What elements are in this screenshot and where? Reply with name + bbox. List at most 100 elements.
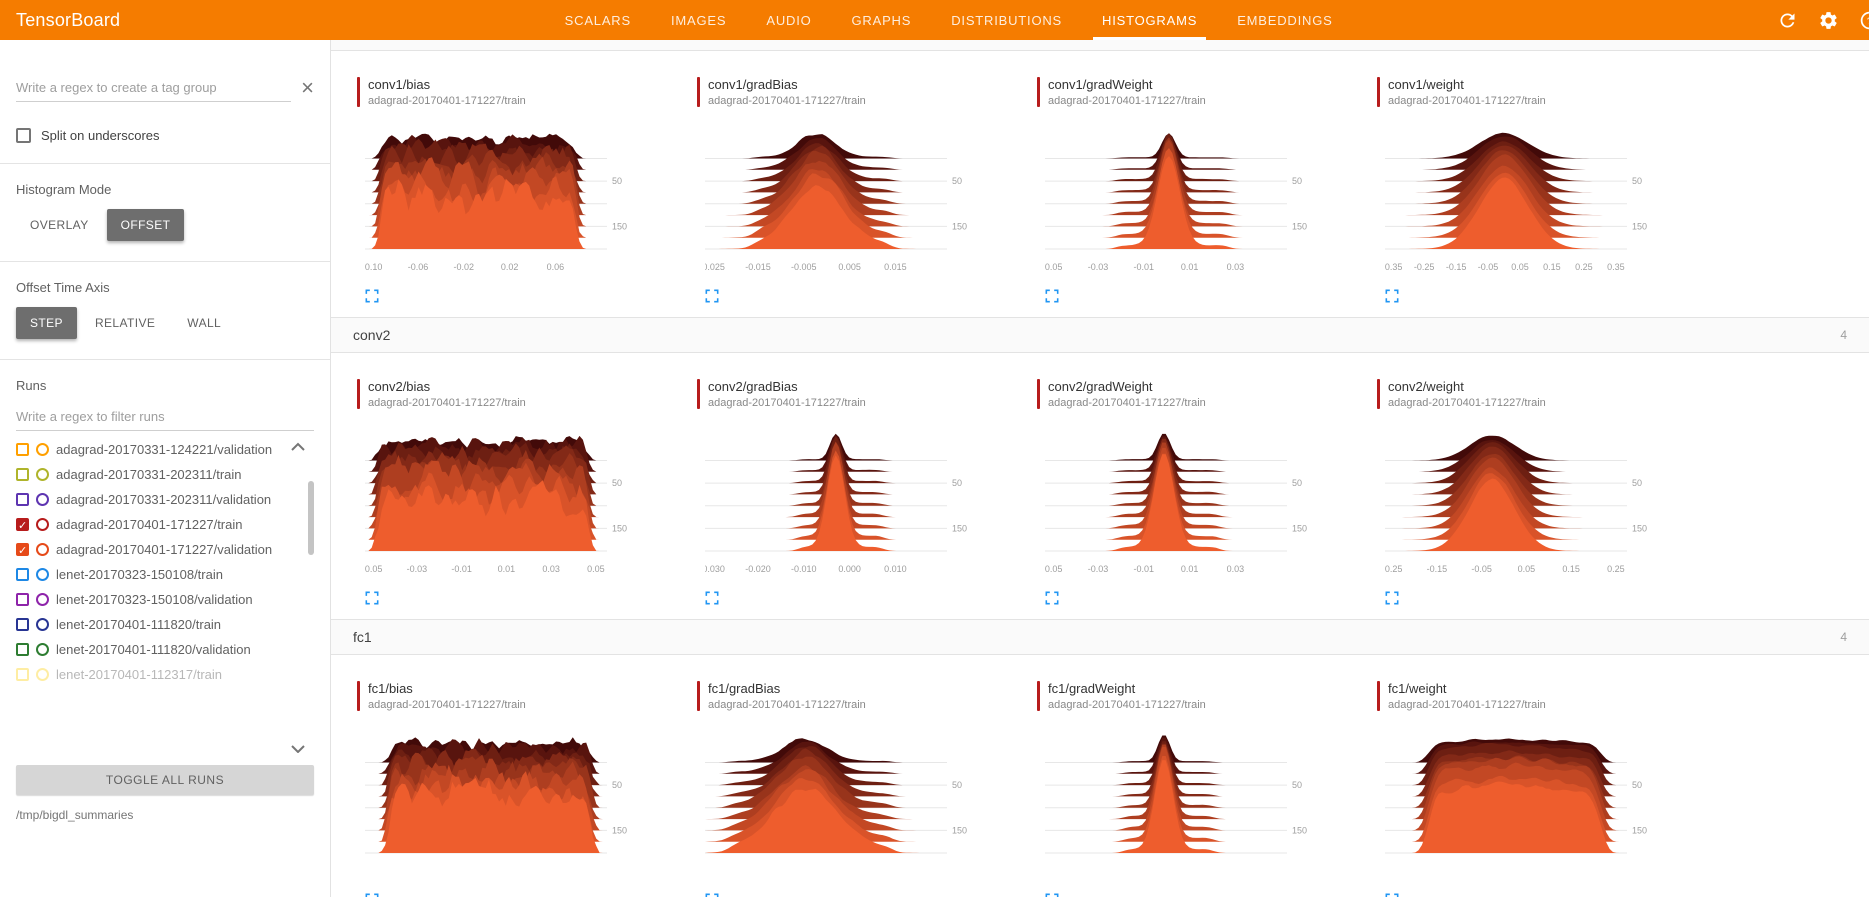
tab-images[interactable]: IMAGES <box>670 12 727 28</box>
svg-text:50: 50 <box>952 780 962 790</box>
expand-icon[interactable] <box>365 591 379 605</box>
run-label: adagrad-20170331-124221/validation <box>56 442 273 457</box>
offset-time-axis-label: Offset Time Axis <box>16 280 110 295</box>
offset-time-axis-relative[interactable]: RELATIVE <box>81 307 169 339</box>
section-header-fc1[interactable]: fc1 4 <box>331 619 1869 655</box>
chart-x-ticks: -0.030 -0.020 -0.010 0.000 0.010 <box>705 564 907 574</box>
histogram-mode-offset[interactable]: OFFSET <box>106 209 185 241</box>
run-checkbox-icon[interactable] <box>16 493 29 506</box>
run-item[interactable]: ✓ adagrad-20170401-171227/validation <box>16 537 278 562</box>
run-item[interactable]: lenet-20170401-111820/train <box>16 612 278 637</box>
offset-time-axis-wall[interactable]: WALL <box>173 307 235 339</box>
tab-histograms[interactable]: HISTOGRAMS <box>1093 0 1207 40</box>
card-row: conv1/bias adagrad-20170401-171227/train 5… <box>331 51 1869 317</box>
close-icon[interactable]: × <box>301 75 314 100</box>
runs-scrollbar[interactable] <box>308 481 314 555</box>
expand-icon[interactable] <box>1385 591 1399 605</box>
svg-text:50: 50 <box>952 478 962 488</box>
section-header-conv2[interactable]: conv2 4 <box>331 317 1869 353</box>
card-title: conv2/gradWeight <box>1048 379 1153 394</box>
offset-time-axis-step[interactable]: STEP <box>16 307 77 339</box>
header: TensorBoard SCALARS IMAGES AUDIO GRAPHS DIST… <box>0 0 1869 40</box>
split-underscores-checkbox[interactable]: Split on underscores <box>16 128 314 143</box>
run-item[interactable]: lenet-20170401-111820/validation <box>16 637 278 662</box>
histogram-card: conv1/gradWeight adagrad-20170401-171227/… <box>1037 77 1377 303</box>
svg-text:150: 150 <box>1632 221 1647 231</box>
run-checkbox-icon[interactable] <box>16 618 29 631</box>
divider <box>0 163 330 164</box>
run-label: adagrad-20170331-202311/train <box>56 467 242 482</box>
histogram-chart: 50 150 -0.25 -0.15 -0.05 0.05 0.15 0.25 <box>1385 435 1647 574</box>
histogram-chart: 50 150 -0.35 -0.25 -0.15 -0.05 0.05 0.15 0.25 0.3… <box>1385 132 1647 272</box>
run-item[interactable]: adagrad-20170331-202311/validation <box>16 487 278 512</box>
expand-icon[interactable] <box>365 289 379 303</box>
expand-icon[interactable] <box>365 893 379 897</box>
histogram-chart: 50 150 -0.10 -0.06 -0.02 0.02 0.06 <box>365 133 627 272</box>
runs-list: adagrad-20170331-124221/validation adagra… <box>16 437 314 753</box>
scroll-down-icon[interactable] <box>290 741 306 753</box>
svg-text:150: 150 <box>952 825 967 835</box>
run-item[interactable]: adagrad-20170331-124221/validation <box>16 437 278 462</box>
run-checkbox-icon[interactable]: ✓ <box>16 518 29 532</box>
tab-distributions[interactable]: DISTRIBUTIONS <box>951 12 1063 28</box>
card-title: conv2/bias <box>368 379 431 394</box>
refresh-icon[interactable] <box>1777 10 1798 31</box>
expand-icon[interactable] <box>1045 289 1059 303</box>
run-color-circle-icon <box>36 518 49 531</box>
card-title-row: conv2/weight adagrad-20170401-171227/trai… <box>1377 379 1717 409</box>
svg-text:-0.01: -0.01 <box>1134 262 1155 272</box>
card-row: fc1/bias adagrad-20170401-171227/train 50 1… <box>331 655 1869 897</box>
chart-y-ticks: 50 150 <box>1632 176 1647 231</box>
tab-embeddings[interactable]: EMBEDDINGS <box>1237 12 1333 28</box>
svg-text:0.03: 0.03 <box>542 564 560 574</box>
run-item[interactable]: lenet-20170401-112317/train <box>16 662 278 687</box>
run-checkbox-icon[interactable]: ✓ <box>16 543 29 557</box>
chart-y-ticks: 50 150 <box>1292 780 1307 835</box>
ridge-layers <box>705 433 943 551</box>
offset-time-axis-buttons: STEP RELATIVE WALL <box>16 307 314 339</box>
svg-text:-0.35: -0.35 <box>1385 262 1402 272</box>
tab-audio[interactable]: AUDIO <box>766 12 812 28</box>
run-color-bar <box>357 379 360 409</box>
run-label: lenet-20170401-111820/validation <box>56 642 251 657</box>
scroll-up-icon[interactable] <box>290 439 306 451</box>
gear-icon[interactable] <box>1818 10 1839 31</box>
run-item[interactable]: ✓ adagrad-20170401-171227/train <box>16 512 278 537</box>
tab-graphs[interactable]: GRAPHS <box>851 12 912 28</box>
expand-icon[interactable] <box>1385 289 1399 303</box>
run-checkbox-icon[interactable] <box>16 468 29 481</box>
run-checkbox-icon[interactable] <box>16 568 29 581</box>
svg-text:-0.03: -0.03 <box>1088 262 1109 272</box>
expand-icon[interactable] <box>1385 893 1399 897</box>
run-checkbox-icon[interactable] <box>16 643 29 656</box>
card-title-row: fc1/gradWeight adagrad-20170401-171227/tr… <box>1037 681 1377 711</box>
card-title-row: fc1/gradBias adagrad-20170401-171227/trai… <box>697 681 1037 711</box>
run-checkbox-icon[interactable] <box>16 443 29 456</box>
tab-scalars[interactable]: SCALARS <box>564 12 631 28</box>
run-item[interactable]: lenet-20170323-150108/train <box>16 562 278 587</box>
toggle-all-runs-button[interactable]: TOGGLE ALL RUNS <box>16 765 314 795</box>
runs-filter-input[interactable] <box>16 403 314 431</box>
expand-icon[interactable] <box>1045 591 1059 605</box>
run-item[interactable]: lenet-20170323-150108/validation <box>16 587 278 612</box>
checkbox-icon <box>16 128 31 143</box>
histogram-chart: 50 150 -0.05 -0.03 -0.01 0.01 0.03 <box>1045 133 1307 272</box>
chart-y-ticks: 50 150 <box>612 478 627 533</box>
expand-icon[interactable] <box>1045 893 1059 897</box>
help-icon[interactable]: ? <box>1859 10 1869 31</box>
run-item[interactable]: adagrad-20170331-202311/train <box>16 462 278 487</box>
tag-regex-input[interactable] <box>16 74 292 102</box>
run-color-bar <box>697 379 700 409</box>
run-color-circle-icon <box>36 668 49 681</box>
svg-text:0.02: 0.02 <box>501 262 519 272</box>
histogram-mode-overlay[interactable]: OVERLAY <box>16 209 103 241</box>
run-checkbox-icon[interactable] <box>16 668 29 681</box>
ridge-layers <box>1385 435 1623 551</box>
expand-icon[interactable] <box>705 289 719 303</box>
expand-icon[interactable] <box>705 893 719 897</box>
run-checkbox-icon[interactable] <box>16 593 29 606</box>
run-label: adagrad-20170401-171227/train <box>56 517 243 532</box>
card-title: fc1/bias <box>368 681 413 696</box>
svg-text:-0.025: -0.025 <box>705 262 725 272</box>
expand-icon[interactable] <box>705 591 719 605</box>
